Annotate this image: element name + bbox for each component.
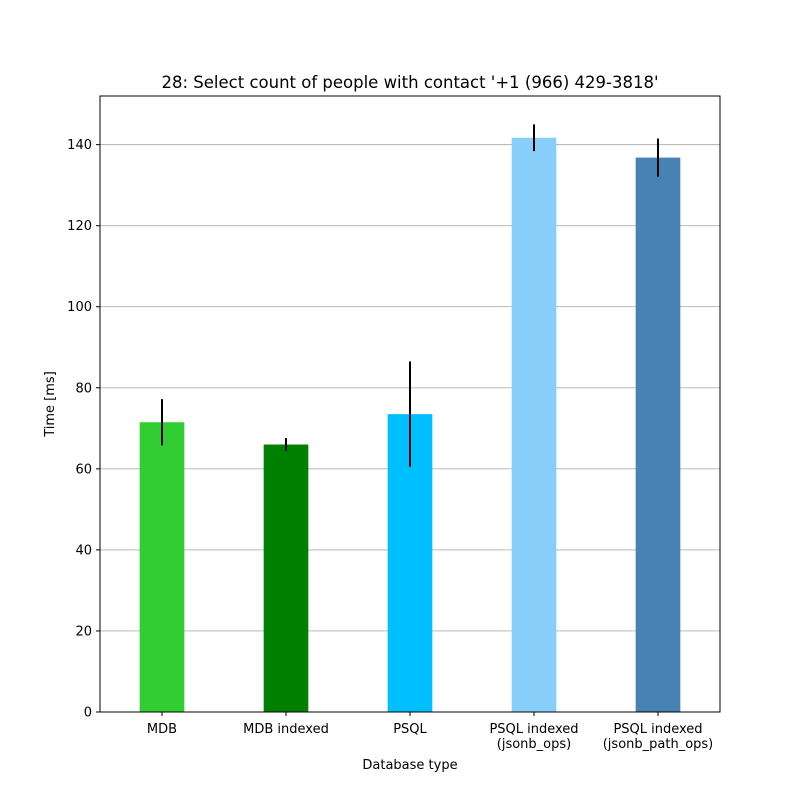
x-axis-label: Database type — [362, 758, 457, 773]
x-tick-label-line: (jsonb_path_ops) — [603, 737, 714, 752]
x-axis-ticks: MDB MDB indexed PSQL PSQL indexed (jsonb_ops… — [147, 712, 713, 752]
bar — [511, 137, 557, 712]
y-tick-label: 120 — [67, 219, 92, 234]
x-tick-label: PSQL indexed (jsonb_path_ops) — [603, 722, 714, 752]
bar — [139, 422, 185, 712]
y-tick-label: 20 — [75, 624, 92, 639]
x-tick-label-line: PSQL indexed — [613, 722, 702, 737]
y-tick-label: 40 — [75, 543, 92, 558]
y-tick-label: 60 — [75, 462, 92, 477]
bar — [263, 444, 309, 712]
x-tick-label: PSQL indexed (jsonb_ops) — [489, 722, 578, 752]
bar — [635, 157, 681, 713]
error-bars — [161, 124, 659, 467]
x-tick-label: MDB indexed — [243, 722, 329, 737]
bars — [139, 137, 681, 713]
y-tick-label: 0 — [84, 706, 92, 721]
x-tick-label-line: MDB — [147, 722, 177, 737]
y-tick-label: 100 — [67, 300, 92, 315]
y-tick-label: 140 — [67, 138, 92, 153]
y-axis-ticks: 0 20 40 60 80 100 120 140 — [67, 138, 100, 721]
y-tick-label: 80 — [75, 381, 92, 396]
x-tick-label-line: PSQL — [393, 722, 427, 737]
y-axis-label: Time [ms] — [43, 371, 58, 438]
x-tick-label-line: MDB indexed — [243, 722, 329, 737]
x-tick-label: PSQL — [393, 722, 427, 737]
x-tick-label-line: (jsonb_ops) — [497, 737, 571, 752]
chart-title: 28: Select count of people with contact … — [162, 73, 659, 92]
x-tick-label-line: PSQL indexed — [489, 722, 578, 737]
x-tick-label: MDB — [147, 722, 177, 737]
